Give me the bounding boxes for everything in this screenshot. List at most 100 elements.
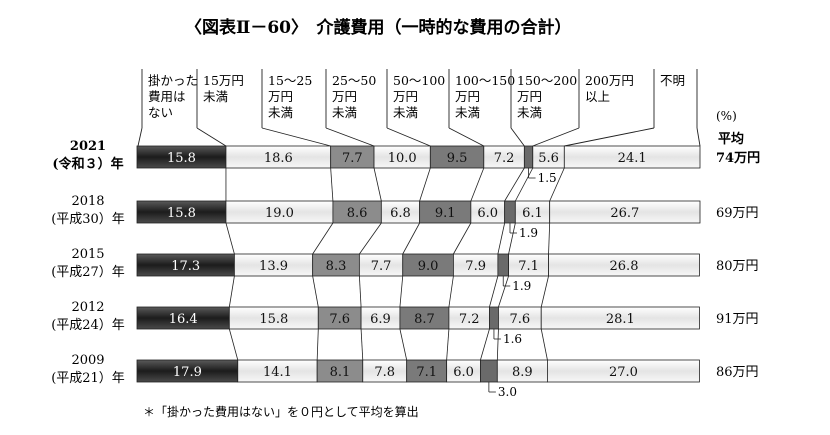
legend-label: 未満 [393,105,418,120]
data-label: 15.8 [167,151,196,166]
data-label: 6.0 [477,206,498,221]
average-value: 86万円 [716,365,759,380]
connector-line [402,222,420,255]
connector-line [549,167,565,202]
legend-leader [261,127,331,147]
data-label: 8.7 [414,312,435,327]
connector-line [359,222,382,255]
bar-segment [549,200,701,224]
connector-line [453,222,472,255]
connector-line [312,222,334,255]
data-label: 3.0 [498,385,517,399]
average-value: 91万円 [716,312,759,327]
connector-line [373,167,382,202]
connector-line [228,328,239,361]
connector-line [540,275,549,308]
legend-label: 万円 [455,89,480,104]
category-year: 2021 [70,139,106,154]
connector-line [448,275,454,308]
unit-label: (%) [716,109,737,123]
legend-label: 掛かった [148,73,198,88]
data-label: 9.0 [418,259,439,274]
data-label: 8.6 [347,206,368,221]
connector-line [228,275,235,308]
data-label: 15.8 [167,206,196,221]
legend-label: 費用は [148,89,186,104]
data-label: 13.9 [259,259,288,274]
data-label: 1.5 [538,171,557,185]
data-label: 28.1 [606,312,635,327]
connector-line [496,328,499,361]
legend-label: 100～150 [455,73,515,88]
legend-leader [196,127,227,147]
data-label: 6.0 [453,365,474,380]
legend-leader [325,127,375,147]
legend-label: 未満 [517,105,542,120]
legend-label: 未満 [203,89,228,104]
connector-line [498,275,509,308]
category-year: 2015 [71,247,104,262]
connector-line [548,222,551,255]
legend-label: 150～200 [517,73,577,88]
bar-segment [540,306,700,330]
legend-label: 万円 [517,89,542,104]
connector-line [470,167,485,202]
data-label: 17.3 [171,259,200,274]
data-label: 26.7 [610,206,639,221]
legend-leader [510,127,525,147]
data-label: 7.9 [465,259,486,274]
connector-line [446,328,450,361]
bar-segment [563,145,701,169]
legend-leader [448,127,485,147]
category-labels: 2021 (令和３）年 74万円 2018 (平成30）年 69万円 2015 (平成27）年… [51,139,760,386]
data-label: 7.2 [494,151,515,166]
footnote: ＊「掛かった費用はない」を０円として平均を算出 [143,404,419,419]
data-label: 8.1 [330,365,351,380]
data-label: 1.9 [519,226,538,240]
legend-label: 200万円 [585,73,634,88]
category-year: 2018 [71,194,104,209]
data-label: 1.6 [503,332,522,346]
connector-line [540,328,548,361]
bar-segment [548,253,700,277]
data-label: 19.0 [265,206,294,221]
data-label: 7.7 [371,259,392,274]
legend-label: 万円 [268,89,293,104]
legend-label: ない [148,105,173,120]
segment-connectors [225,167,565,361]
bars: 15.8 18.6 7.7 10.0 9.5 7.2 1.5 5.6 24.1 15.8 19.0 8… [136,145,701,399]
legend-leader [137,127,143,147]
legend-label: 万円 [393,89,418,104]
legend-label: 25～50 [332,73,376,88]
data-label: 26.8 [610,259,639,274]
connector-line [399,275,404,308]
connector-line [514,167,534,202]
legend-leader [532,127,580,147]
category-year: 2009 [71,353,104,368]
chart-title: 〈図表Ⅱ－60〉 介護費用（一時的な費用の合計） [185,17,571,38]
data-label: 9.5 [447,151,468,166]
connector-line [504,167,525,202]
legend-label: 万円 [332,89,357,104]
data-label: 6.1 [522,206,543,221]
bar-segment [480,359,498,383]
data-label: 15.8 [259,312,288,327]
avg-header: 平均 [718,131,744,147]
legend-label: 未満 [268,105,293,120]
connector-line [497,222,506,255]
average-value: 74万円 [716,151,760,166]
data-label: 14.1 [263,365,292,380]
data-label: 5.6 [538,151,559,166]
data-label: 1.9 [512,279,531,293]
bar-segment [523,145,534,169]
data-label: 16.4 [169,312,198,327]
bar-segment [547,359,700,383]
data-label: 7.6 [329,312,350,327]
connector-line [489,275,499,308]
connector-line [316,328,319,361]
legend-leader [696,127,701,147]
data-label: 6.9 [370,312,391,327]
legend-label: 15～25 [268,73,312,88]
legend-label: 未満 [332,105,357,120]
category-year: 2012 [71,300,104,315]
